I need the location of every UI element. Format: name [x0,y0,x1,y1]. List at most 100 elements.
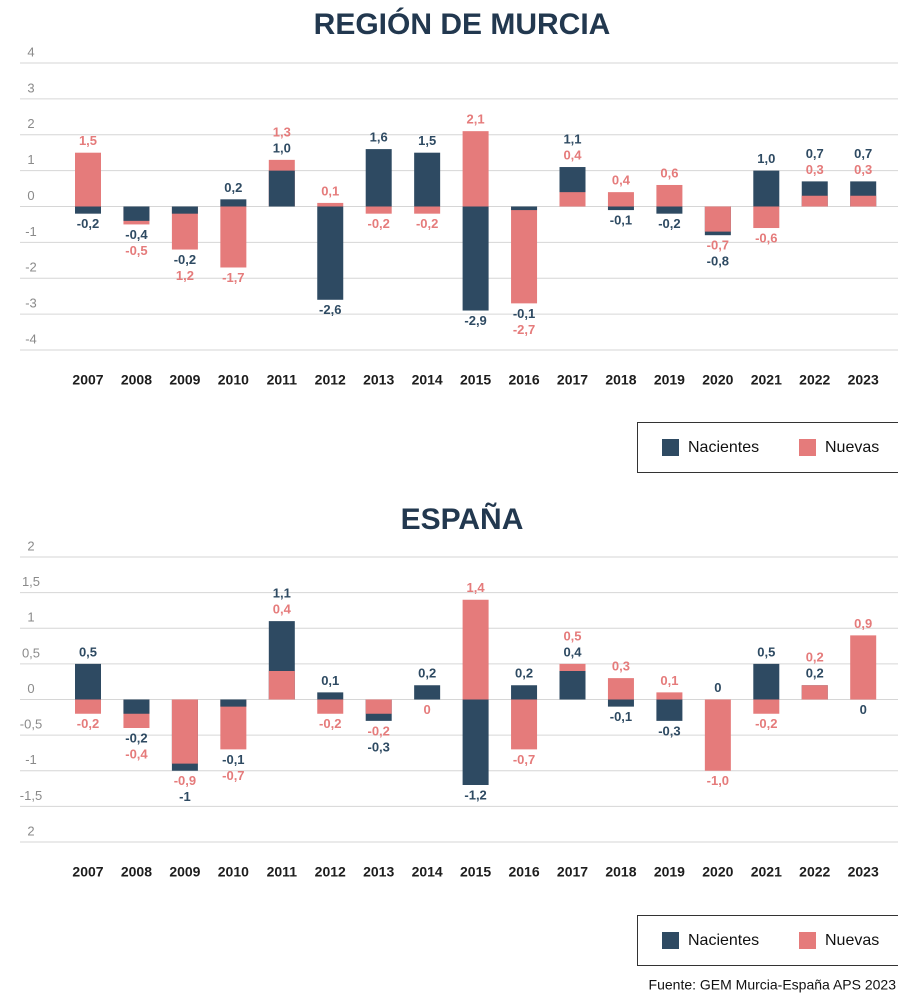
x-tick-label: 2014 [412,864,443,880]
bar [753,663,780,700]
y-tick-label: 2 [27,116,34,131]
x-tick-label: 2007 [72,864,103,880]
bar [414,206,441,214]
x-tick-label: 2021 [751,864,782,880]
bar [656,699,683,721]
x-tick-label: 2011 [267,864,298,880]
bar [753,699,780,714]
bar [414,152,441,207]
value-label: 0,4 [612,173,631,188]
chart-title: ESPAÑA [401,502,524,536]
value-label: 0,3 [612,659,630,674]
legend-swatch [799,932,816,949]
value-label: 0 [714,680,721,695]
bar [75,152,101,207]
value-label: -1,0 [707,773,729,788]
x-tick-label: 2022 [799,864,830,880]
value-label: 0,2 [806,666,824,681]
y-tick-label: -0,5 [20,717,42,732]
bar [462,206,489,311]
y-tick-label: -1,5 [20,788,42,803]
bar [559,192,586,207]
bar [753,206,780,229]
value-label: 0,3 [854,162,872,177]
bar [75,663,101,700]
y-tick-label: 4 [27,44,34,59]
value-label: -0,1 [513,306,535,321]
x-tick-label: 2019 [654,864,685,880]
value-label: 1,2 [176,268,194,283]
legend-swatch [799,439,816,456]
value-label: -0,9 [174,773,196,788]
value-label: -1,7 [222,270,244,285]
x-tick-label: 2018 [605,372,636,388]
x-tick-label: 2023 [848,372,879,388]
bar [511,206,538,211]
value-label: -0,2 [125,730,147,745]
x-tick-label: 2017 [557,864,588,880]
legend-label: Nuevas [825,439,879,456]
y-tick-label: -2 [25,260,37,275]
value-label: -2,6 [319,302,341,317]
bar [220,699,247,750]
value-label: 0,9 [854,616,872,631]
bar [268,170,295,207]
bar [607,206,634,211]
value-label: -0,2 [77,216,99,231]
y-tick-label: 0 [27,188,34,203]
value-label: 0,2 [806,650,824,665]
bar [220,206,247,268]
value-label: -0,6 [755,230,777,245]
value-label: -0,7 [707,238,729,253]
bar [753,170,780,207]
value-label: 0 [424,702,431,717]
value-label: -0,2 [174,252,196,267]
value-label: 0,3 [806,162,824,177]
bar [704,699,731,771]
legend-box [637,915,898,966]
value-label: 1,4 [467,580,486,595]
value-label: -0,3 [367,739,389,754]
value-label: 1,3 [273,124,291,139]
y-tick-label: 2 [27,538,34,553]
value-label: -0,5 [125,243,147,258]
bar [123,699,150,714]
bar [171,699,198,764]
value-label: 2,1 [467,112,485,127]
y-tick-label: 0,5 [22,645,40,660]
value-label: 0,4 [563,644,582,659]
x-tick-label: 2016 [508,372,539,388]
x-tick-label: 2010 [218,864,249,880]
bar [317,692,344,700]
x-tick-label: 2015 [460,372,491,388]
x-tick-label: 2011 [267,372,298,388]
value-label: 0,2 [515,666,533,681]
y-tick-label: -1 [25,224,37,239]
legend-box [637,422,898,473]
y-tick-label: 2 [27,823,34,838]
bar [365,699,392,714]
bar [559,671,586,700]
value-label: -0,8 [707,254,729,269]
value-label: 0,5 [79,644,97,659]
bar [414,685,441,700]
bar [317,202,344,207]
bar [365,149,392,207]
value-label: -0,3 [658,723,680,738]
x-tick-label: 2020 [702,864,733,880]
value-label: -0,2 [319,716,341,731]
x-tick-label: 2022 [799,372,830,388]
x-tick-label: 2012 [315,372,346,388]
value-label: 1,0 [757,151,775,166]
value-label: 0,7 [806,146,824,161]
x-tick-label: 2017 [557,372,588,388]
bar [317,699,344,714]
value-label: 1,5 [418,133,436,148]
x-tick-label: 2021 [751,372,782,388]
value-label: -2,7 [513,322,535,337]
bar [462,599,489,700]
legend-label: Nacientes [688,439,759,456]
bar [607,678,634,700]
bar [365,206,392,214]
value-label: 0 [860,702,867,717]
